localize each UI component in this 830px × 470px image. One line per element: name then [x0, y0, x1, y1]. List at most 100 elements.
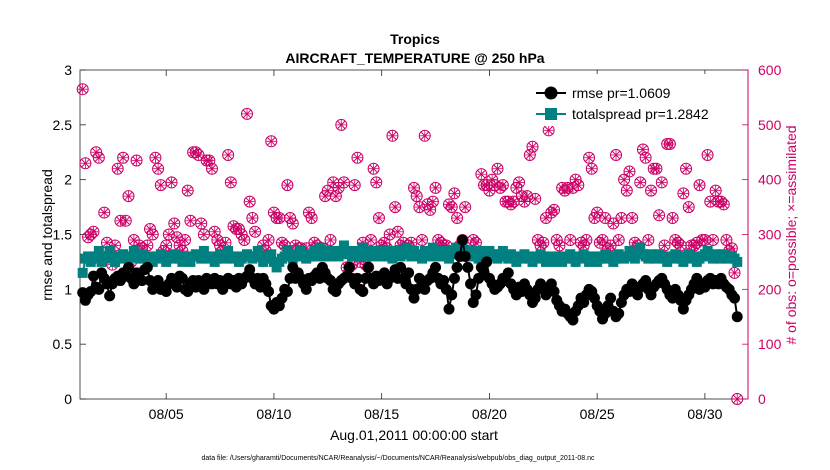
- totalspread-point: [352, 245, 363, 256]
- totalspread-point: [538, 251, 549, 262]
- obs-point: [717, 198, 730, 211]
- rmse-point: [430, 261, 442, 273]
- obs-possible-marker: [706, 233, 719, 246]
- obs-possible-marker: [572, 179, 585, 192]
- totalspread-point: [271, 262, 282, 273]
- obs-possible-marker: [122, 190, 135, 203]
- obs-point: [337, 176, 350, 189]
- obs-point: [607, 217, 620, 230]
- totalspread-point: [344, 245, 355, 256]
- totalspread-point: [621, 251, 632, 262]
- y-left-tick-label: 0: [64, 391, 72, 407]
- totalspread-point: [400, 242, 411, 253]
- obs-point: [666, 212, 679, 225]
- obs-point: [612, 233, 625, 246]
- totalspread-point: [417, 253, 428, 264]
- obs-possible-marker: [389, 201, 402, 214]
- obs-possible-marker: [130, 154, 143, 167]
- totalspread-point: [223, 245, 234, 256]
- obs-possible-marker: [701, 148, 714, 161]
- obs-possible-marker: [367, 162, 380, 175]
- totalspread-point: [363, 251, 374, 262]
- totalspread-point: [330, 245, 341, 256]
- totalspread-point: [605, 251, 616, 262]
- obs-point: [445, 201, 458, 214]
- totalspread-point: [77, 267, 88, 278]
- obs-possible-marker: [677, 187, 690, 200]
- obs-possible-marker: [246, 212, 259, 225]
- totalspread-point: [266, 249, 277, 260]
- obs-possible-marker: [548, 203, 561, 216]
- obs-point: [639, 151, 652, 164]
- obs-point: [181, 184, 194, 197]
- obs-point: [701, 148, 714, 161]
- obs-point: [321, 184, 334, 197]
- obs-possible-marker: [109, 239, 122, 252]
- obs-possible-marker: [634, 176, 647, 189]
- obs-possible-marker: [391, 225, 404, 238]
- rmse-point: [395, 261, 407, 273]
- obs-possible-marker: [418, 129, 431, 142]
- legend-rmse-marker: [544, 86, 558, 100]
- obs-possible-marker: [596, 233, 609, 246]
- y-right-tick-label: 300: [758, 227, 782, 243]
- totalspread-point: [554, 251, 565, 262]
- y-right-tick-label: 100: [758, 336, 782, 352]
- x-tick-label: 08/15: [364, 406, 399, 422]
- obs-point: [154, 179, 167, 192]
- rmse-point: [729, 292, 741, 304]
- totalspread-point: [449, 249, 460, 260]
- obs-point: [728, 266, 741, 279]
- totalspread-point: [322, 245, 333, 256]
- chart-subtitle: AIRCRAFT_TEMPERATURE @ 250 hPa: [285, 50, 544, 66]
- obs-point: [410, 190, 423, 203]
- obs-point: [426, 195, 439, 208]
- obs-possible-marker: [655, 176, 668, 189]
- obs-point: [249, 225, 262, 238]
- obs-possible-marker: [152, 162, 165, 175]
- obs-possible-marker: [146, 228, 159, 241]
- obs-point: [238, 233, 251, 246]
- obs-point: [111, 162, 124, 175]
- totalspread-point: [702, 245, 713, 256]
- totalspread-point: [220, 253, 231, 264]
- obs-point: [76, 83, 89, 96]
- obs-point: [160, 239, 173, 252]
- totalspread-point: [387, 253, 398, 264]
- y-right-tick-label: 500: [758, 117, 782, 133]
- totalspread-point: [252, 245, 263, 256]
- obs-point: [663, 138, 676, 151]
- rmse-point: [244, 264, 256, 276]
- obs-possible-marker: [610, 148, 623, 161]
- obs-point: [604, 239, 617, 252]
- obs-point: [650, 162, 663, 175]
- obs-point: [98, 206, 111, 219]
- obs-possible-marker: [645, 184, 658, 197]
- obs-point: [246, 212, 259, 225]
- obs-possible-marker: [529, 192, 542, 205]
- totalspread-point: [527, 256, 538, 267]
- obs-point: [195, 217, 208, 230]
- y-right-label: # of obs: o=possible; ×=assimilated: [783, 125, 799, 344]
- rmse-point: [343, 261, 355, 273]
- totalspread-point: [570, 256, 581, 267]
- obs-possible-marker: [429, 181, 442, 194]
- obs-point: [109, 239, 122, 252]
- obs-possible-marker: [580, 233, 593, 246]
- obs-point: [197, 228, 210, 241]
- obs-point: [658, 239, 671, 252]
- obs-possible-marker: [639, 151, 652, 164]
- obs-point: [626, 212, 639, 225]
- legend-box: [530, 74, 742, 126]
- obs-point: [281, 179, 294, 192]
- obs-possible-marker: [238, 233, 251, 246]
- obs-point: [416, 233, 429, 246]
- footer-data-file: data file: /Users/gharamti/Documents/NCA…: [201, 455, 595, 462]
- obs-possible-marker: [168, 217, 181, 230]
- obs-point: [680, 162, 693, 175]
- totalspread-point: [546, 251, 557, 262]
- totalspread-point: [147, 256, 158, 267]
- rmse-point: [502, 267, 514, 279]
- obs-possible-marker: [205, 162, 218, 175]
- obs-possible-marker: [731, 393, 744, 405]
